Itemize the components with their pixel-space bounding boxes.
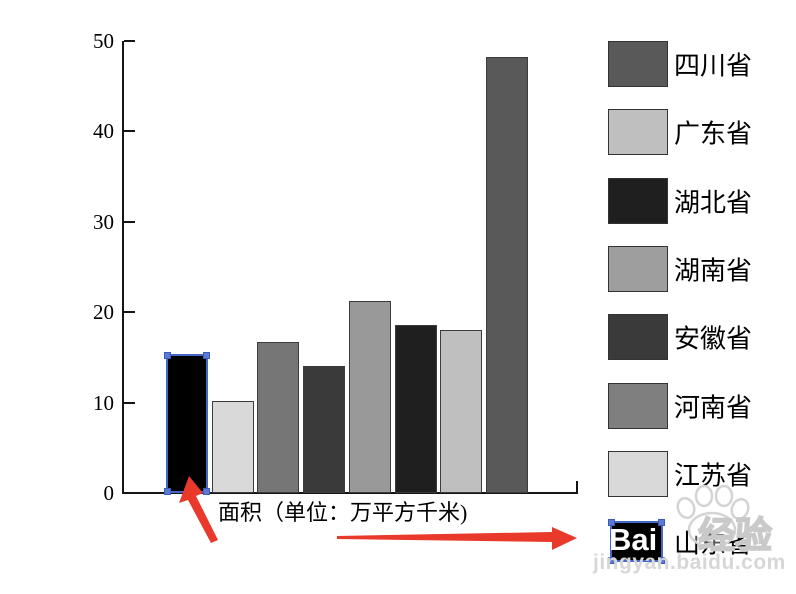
legend-label-6: 河南省 — [674, 393, 753, 423]
legend-label-4: 湖南省 — [674, 256, 753, 286]
legend-swatch-2[interactable] — [608, 109, 668, 155]
legend-label-5: 安徽省 — [674, 324, 753, 354]
selection-handle[interactable] — [164, 352, 171, 359]
y-tick-label-20: 20 — [93, 300, 114, 324]
legend-label-2: 广东省 — [674, 119, 753, 149]
selection-handle[interactable] — [658, 557, 665, 564]
legend-item-8[interactable]: 山东省 — [608, 519, 796, 565]
y-axis-line — [122, 41, 124, 494]
legend-swatch-5[interactable] — [608, 314, 668, 360]
legend-label-8: 山东省 — [674, 529, 753, 559]
y-tick-label-10: 10 — [93, 391, 114, 415]
bar-6[interactable] — [395, 325, 437, 493]
y-tick-label-30: 30 — [93, 210, 114, 234]
y-tick-20 — [124, 311, 135, 313]
bar-3[interactable] — [257, 342, 299, 493]
legend-item-3[interactable]: 湖北省 — [608, 178, 796, 224]
legend-label-3: 湖北省 — [674, 188, 753, 218]
bar-8[interactable] — [486, 57, 528, 493]
bar-4[interactable] — [303, 366, 345, 493]
bar-2[interactable] — [212, 401, 254, 493]
legend-label-7: 江苏省 — [674, 461, 753, 491]
x-axis-title: 面积（单位：万平方千米) — [218, 500, 468, 525]
selection-handle[interactable] — [203, 488, 210, 495]
bar-1[interactable] — [164, 352, 210, 495]
legend-swatch-3[interactable] — [608, 178, 668, 224]
y-tick-40 — [124, 130, 135, 132]
selection-handle[interactable] — [164, 488, 171, 495]
legend-label-1: 四川省 — [674, 51, 753, 81]
legend-swatch-1[interactable] — [608, 41, 668, 87]
y-tick-10 — [124, 402, 135, 404]
legend-swatch-4[interactable] — [608, 246, 668, 292]
x-axis-end-tick — [576, 481, 578, 494]
y-tick-30 — [124, 221, 135, 223]
legend-swatch-7[interactable] — [608, 451, 668, 497]
legend-item-6[interactable]: 河南省 — [608, 383, 796, 429]
arrow-to-selected-legend — [337, 527, 577, 550]
legend-swatch-6[interactable] — [608, 383, 668, 429]
legend-item-4[interactable]: 湖南省 — [608, 246, 796, 292]
legend-item-5[interactable]: 安徽省 — [608, 314, 796, 360]
x-axis-line — [122, 492, 578, 494]
y-tick-label-0: 0 — [103, 481, 115, 505]
legend-item-1[interactable]: 四川省 — [608, 41, 796, 87]
legend-swatch-8[interactable] — [608, 519, 665, 564]
legend-item-2[interactable]: 广东省 — [608, 109, 796, 155]
legend: 四川省广东省湖北省湖南省安徽省河南省江苏省山东省 — [608, 0, 796, 594]
bar-5[interactable] — [349, 301, 391, 493]
selection-handle[interactable] — [608, 519, 615, 526]
selection-handle[interactable] — [658, 519, 665, 526]
bar-7[interactable] — [440, 330, 482, 493]
y-tick-50 — [124, 40, 135, 42]
legend-item-7[interactable]: 江苏省 — [608, 451, 796, 497]
selection-handle[interactable] — [608, 557, 615, 564]
selection-handle[interactable] — [203, 352, 210, 359]
y-tick-label-40: 40 — [93, 119, 114, 143]
y-tick-label-50: 50 — [93, 29, 114, 53]
